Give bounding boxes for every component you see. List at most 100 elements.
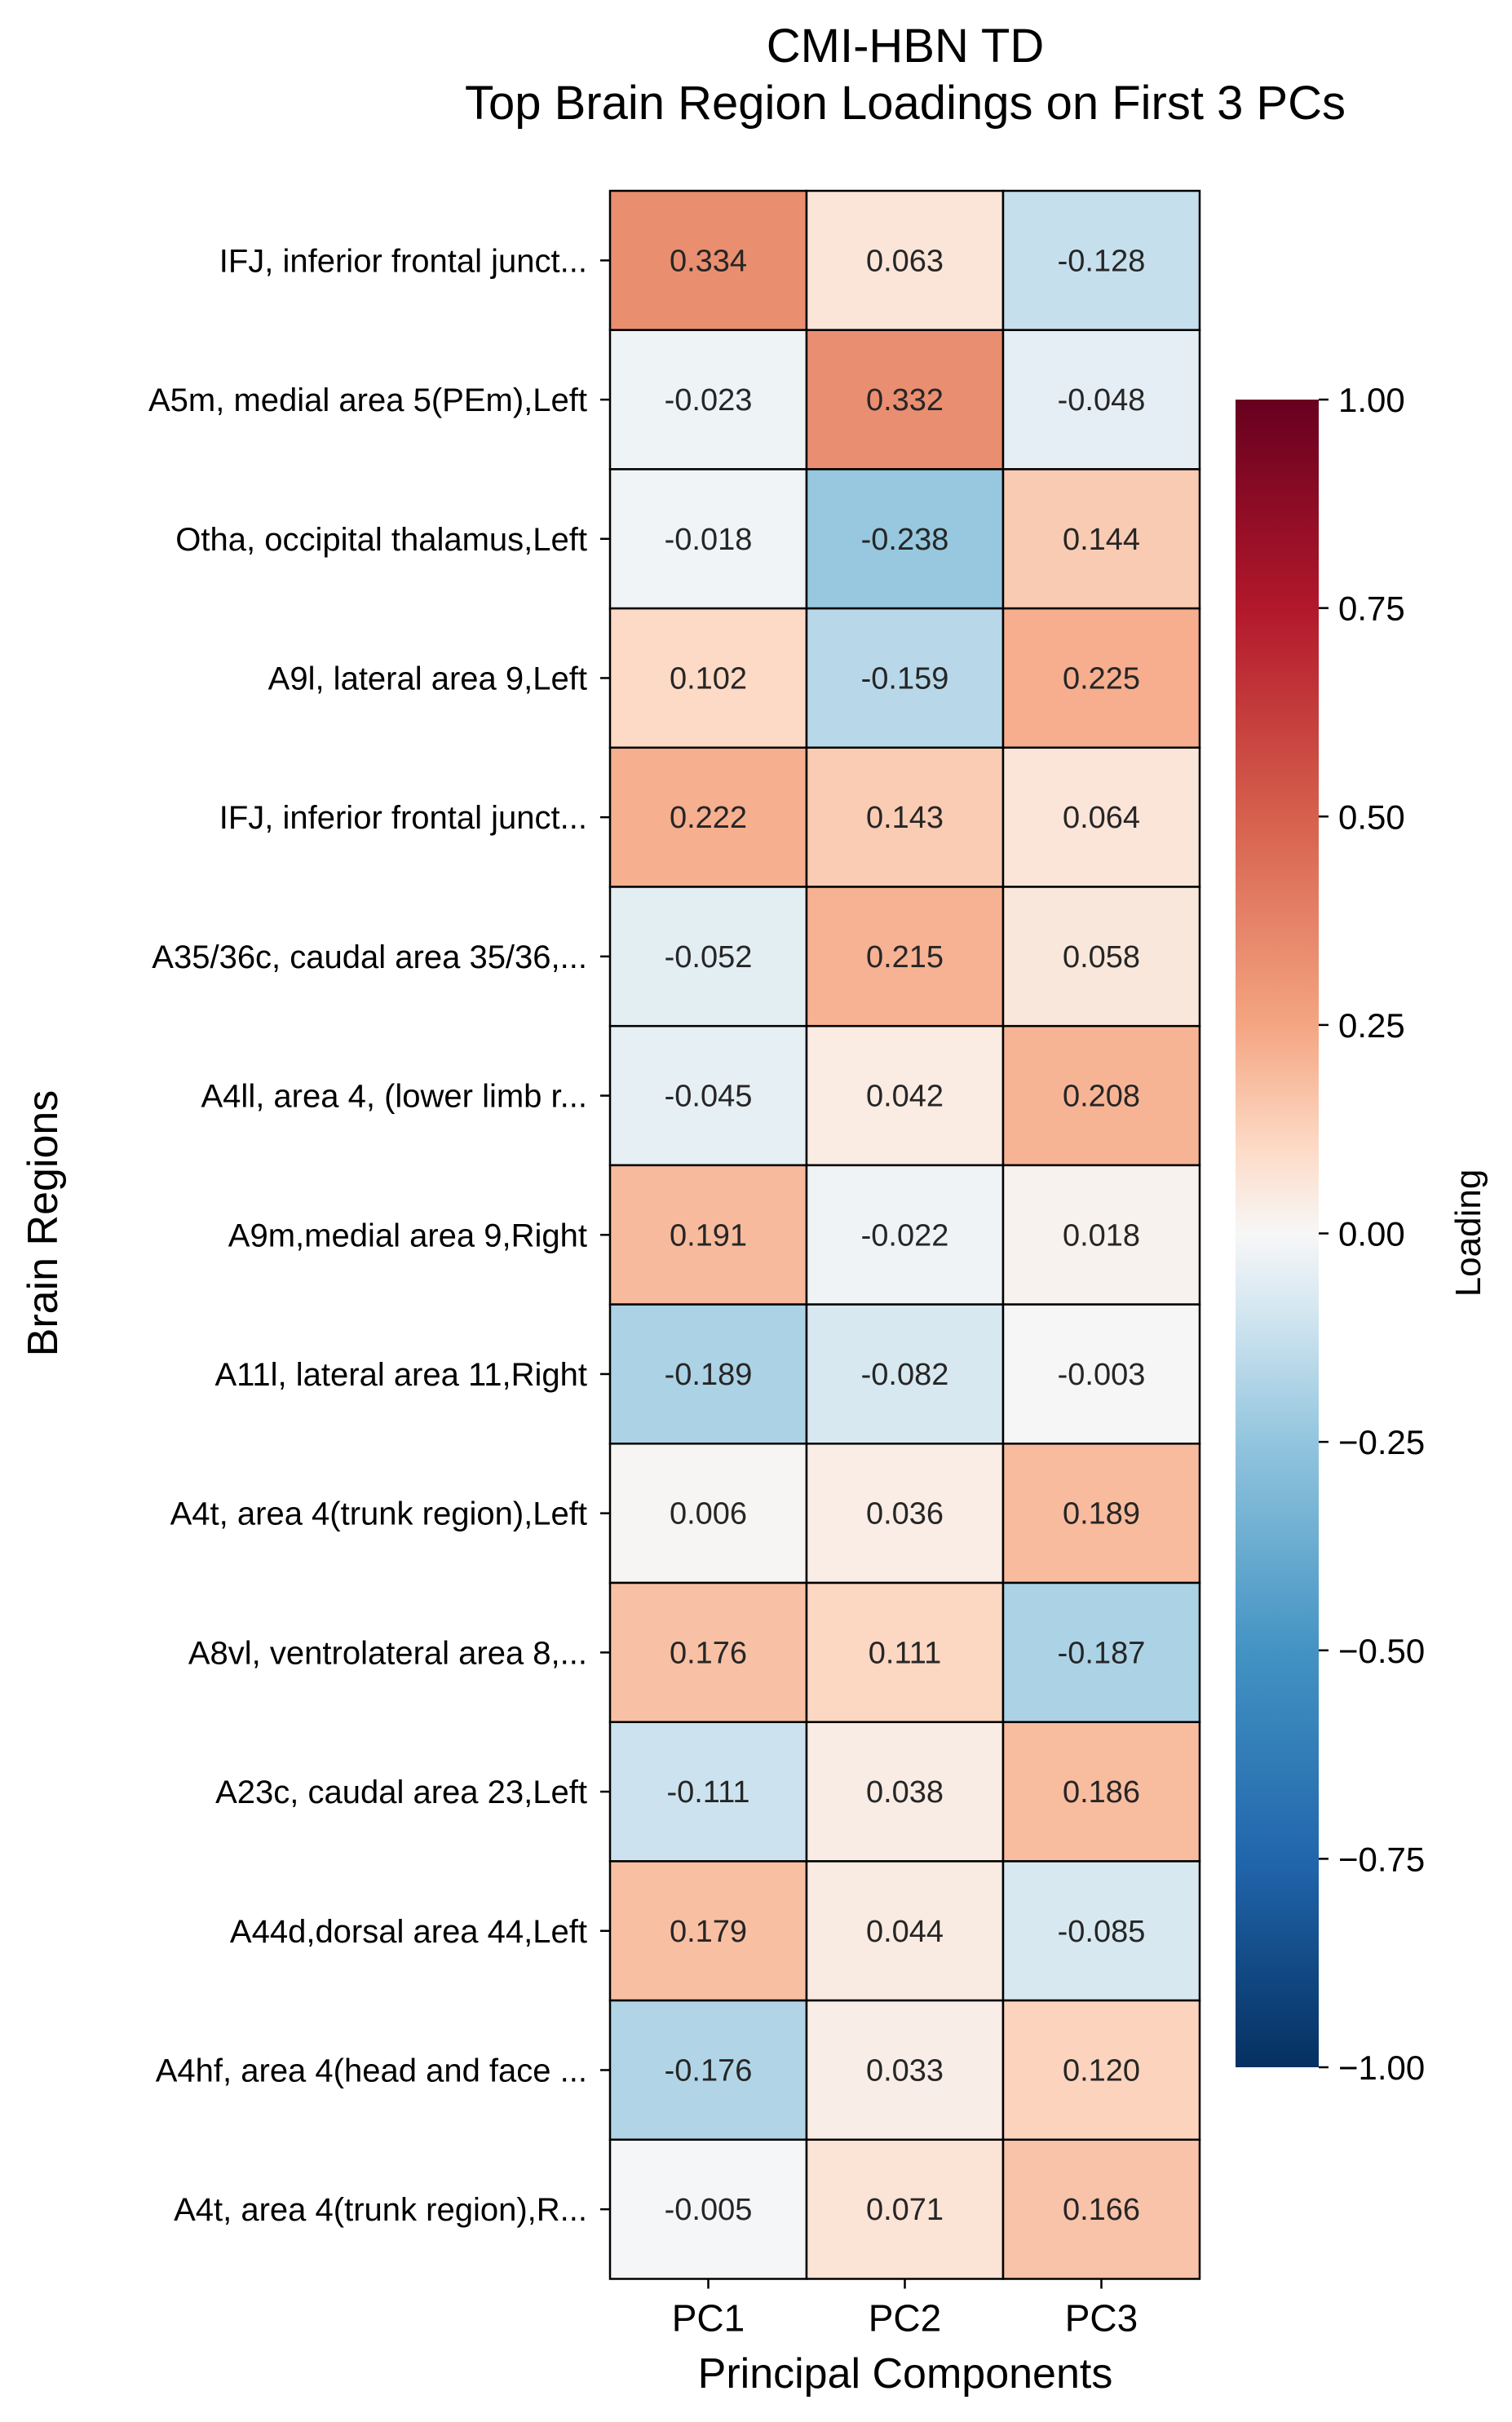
cell-value-label: 0.063 [866, 244, 944, 278]
cell-value-label: 0.120 [1063, 2053, 1140, 2088]
y-tick-label: Otha, occipital thalamus,Left [175, 522, 587, 558]
heatmap-cell [608, 1581, 808, 1723]
y-tick-label: A23c, caudal area 23,Left [215, 1775, 587, 1810]
heatmap-cell [608, 1443, 808, 1584]
cell-value-label: 0.042 [866, 1080, 944, 1114]
heatmap-cell [608, 607, 808, 749]
heatmap-cell [1001, 1303, 1201, 1445]
heatmap-cell [1001, 1164, 1201, 1306]
heatmap-cell [608, 746, 808, 888]
cell-value-label: 0.334 [670, 244, 747, 278]
colorbar-ticks: 1.00 0.75 0.50 0.25 0.00 −0.25 −0.50 −0.75 −1.00 [1319, 381, 1425, 2087]
y-tick-label: A4t, area 4(trunk region),R... [174, 2192, 587, 2228]
y-tick-label: A44d,dorsal area 44,Left [230, 1914, 587, 1950]
cell-value-label: 0.186 [1063, 1775, 1140, 1810]
cell-value-label: -0.003 [1058, 1358, 1146, 1392]
cell-value-label: -0.018 [665, 523, 753, 557]
heatmap-cell [805, 189, 1005, 331]
heatmap-cell [608, 1860, 808, 2002]
cell-value-label: -0.045 [665, 1080, 753, 1114]
heatmap-cell [805, 468, 1005, 610]
cell-value-label: 0.143 [866, 801, 944, 835]
cell-value-label: 0.033 [866, 2053, 944, 2088]
cell-value-label: 0.038 [866, 1775, 944, 1810]
cell-value-label: 0.176 [670, 1636, 747, 1670]
colorbar-tick-label: 0.50 [1338, 798, 1405, 836]
heatmap-cell [805, 329, 1005, 471]
colorbar-tick-label: 0.75 [1338, 590, 1405, 628]
cell-value-label: -0.111 [666, 1775, 749, 1810]
heatmap-cell [1001, 746, 1201, 888]
cell-value-label: 0.222 [670, 801, 747, 835]
cell-value-label: -0.085 [1058, 1915, 1146, 1949]
cell-value-label: -0.189 [665, 1358, 753, 1392]
cell-value-label: -0.005 [665, 2193, 753, 2227]
cell-value-label: 0.058 [1063, 940, 1140, 975]
heatmap-cell [1001, 1999, 1201, 2141]
heatmap-cell [608, 1303, 808, 1445]
cell-value-label: 0.044 [866, 1915, 944, 1949]
heatmap-cell [608, 2138, 808, 2280]
cell-value-label: 0.036 [866, 1497, 944, 1531]
colorbar-tick-label: −0.25 [1338, 1423, 1425, 1461]
y-tick-label: A4t, area 4(trunk region),Left [170, 1496, 587, 1532]
y-tick-label: A9m,medial area 9,Right [228, 1218, 587, 1253]
cell-value-label: 0.064 [1063, 801, 1140, 835]
cell-value-label: 0.102 [670, 661, 747, 696]
heatmap-cell [805, 746, 1005, 888]
y-tick-label: A35/36c, caudal area 35/36,... [152, 939, 587, 975]
cell-value-label: 0.179 [670, 1915, 747, 1949]
cell-value-label: 0.225 [1063, 661, 1140, 696]
y-tick-label: A8vl, ventrolateral area 8,... [188, 1635, 587, 1671]
heatmap-cell [608, 189, 808, 331]
heatmap-cell [1001, 2138, 1201, 2280]
heatmap-cell [805, 1024, 1005, 1167]
heatmap-cells: 0.334 0.063 -0.128 -0.023 0.332 -0.048 -0.018 -… [608, 189, 1201, 2280]
y-tick-label: IFJ, inferior frontal junct... [219, 800, 587, 836]
x-tick-label: PC1 [672, 2297, 745, 2340]
heatmap-cell [608, 1999, 808, 2141]
colorbar-tick-label: −0.50 [1338, 1632, 1425, 1670]
heatmap-cell [1001, 886, 1201, 1028]
x-tick-label: PC3 [1065, 2297, 1138, 2340]
heatmap-cell [805, 1860, 1005, 2002]
y-tick-label: A4ll, area 4, (lower limb r... [201, 1079, 588, 1115]
cell-value-label: 0.189 [1063, 1497, 1140, 1531]
x-tick-label: PC2 [869, 2297, 941, 2340]
colorbar-tick-label: 0.25 [1338, 1006, 1405, 1045]
heatmap-cell [608, 1024, 808, 1167]
cell-value-label: 0.191 [670, 1218, 747, 1253]
heatmap-cell [1001, 1443, 1201, 1584]
colorbar [1236, 400, 1319, 2067]
cell-value-label: 0.018 [1063, 1218, 1140, 1253]
colorbar-tick-label: 1.00 [1338, 381, 1405, 419]
cell-value-label: -0.023 [665, 383, 753, 418]
cell-value-label: 0.071 [866, 2193, 944, 2227]
y-tick-label: IFJ, inferior frontal junct... [219, 243, 587, 279]
heatmap-cell [608, 329, 808, 471]
cell-value-label: -0.238 [861, 523, 949, 557]
cell-value-label: -0.048 [1058, 383, 1146, 418]
x-axis-label: Principal Components [698, 2350, 1113, 2398]
cell-value-label: 0.208 [1063, 1080, 1140, 1114]
cell-value-label: 0.111 [869, 1636, 941, 1670]
heatmap-cell [1001, 1860, 1201, 2002]
colorbar-tick-label: −1.00 [1338, 2049, 1425, 2087]
cell-value-label: -0.022 [861, 1218, 949, 1253]
cell-value-label: 0.166 [1063, 2193, 1140, 2227]
chart-title-line-2: Top Brain Region Loadings on First 3 PCs [465, 77, 1346, 130]
heatmap-cell [1001, 1024, 1201, 1167]
cell-value-label: -0.187 [1058, 1636, 1146, 1670]
colorbar-label: Loading [1448, 1169, 1488, 1297]
cell-value-label: 0.215 [866, 940, 944, 975]
cell-value-label: 0.006 [670, 1497, 747, 1531]
cell-value-label: -0.052 [665, 940, 753, 975]
heatmap-cell [608, 1164, 808, 1306]
colorbar-tick-label: −0.75 [1338, 1840, 1425, 1878]
x-tick-labels: PC1 PC2 PC3 [672, 2278, 1138, 2340]
heatmap-cell [805, 1164, 1005, 1306]
heatmap-cell [1001, 329, 1201, 471]
cell-value-label: -0.176 [665, 2053, 753, 2088]
cell-value-label: 0.332 [866, 383, 944, 418]
